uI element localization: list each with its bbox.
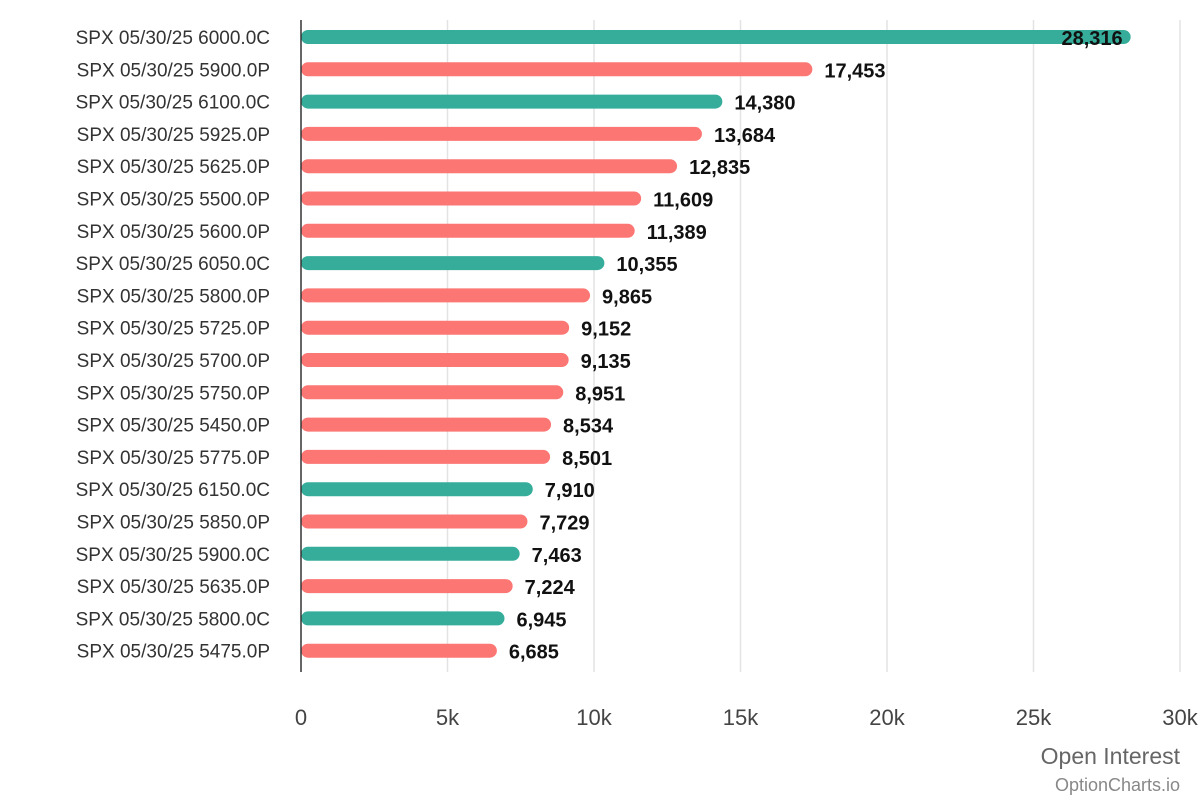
bar [301, 449, 551, 464]
bar [301, 191, 642, 206]
bar [301, 514, 528, 529]
category-label: SPX 05/30/25 6150.0C [76, 480, 270, 501]
x-tick-label: 15k [723, 705, 759, 730]
bar-value-label: 13,684 [714, 125, 776, 147]
bar-value-label: 9,152 [581, 319, 631, 341]
bar-value-label: 11,389 [647, 222, 707, 244]
bar-value-label: 8,534 [563, 416, 614, 438]
bar [301, 417, 552, 432]
category-label: SPX 05/30/25 5800.0C [76, 609, 270, 630]
bar [301, 223, 635, 238]
bar-value-label: 8,501 [562, 448, 612, 470]
bar-value-label: 7,463 [532, 545, 582, 567]
category-label: SPX 05/30/25 5800.0P [77, 286, 270, 307]
category-label: SPX 05/30/25 5500.0P [77, 190, 270, 211]
category-label: SPX 05/30/25 5450.0P [77, 416, 270, 437]
category-label-layer: SPX 05/30/25 6000.0C SPX 05/30/25 5900.0P… [76, 28, 270, 663]
bar-value-label: 11,609 [653, 190, 713, 212]
x-tick-label: 30k [1162, 705, 1198, 730]
category-label: SPX 05/30/25 6000.0C [76, 28, 270, 49]
bar-value-label: 7,224 [525, 577, 576, 599]
category-label: SPX 05/30/25 5925.0P [77, 125, 270, 146]
bar [301, 353, 569, 367]
x-axis-title: Open Interest [1041, 743, 1181, 769]
bar [301, 482, 533, 497]
x-tick-label: 20k [869, 705, 905, 730]
bar [301, 126, 702, 141]
value-label-layer: 28,316 17,453 14,380 13,684 12,835 11,609 11,3… [509, 28, 1123, 664]
category-label: SPX 05/30/25 5635.0P [77, 577, 270, 598]
bar [301, 320, 570, 335]
category-label: SPX 05/30/25 5625.0P [77, 157, 270, 178]
bar [301, 159, 678, 174]
bar-value-label: 14,380 [734, 93, 795, 115]
bar-value-label: 9,865 [602, 286, 652, 308]
x-tick-label: 10k [576, 705, 612, 730]
category-label: SPX 05/30/25 5700.0P [77, 351, 270, 372]
bar-value-label: 28,316 [1061, 28, 1122, 50]
bar-value-label: 10,355 [616, 254, 677, 276]
bar-value-label: 6,945 [516, 609, 566, 631]
category-label: SPX 05/30/25 5775.0P [77, 448, 270, 469]
source-credit: OptionCharts.io [1055, 775, 1180, 795]
category-label: SPX 05/30/25 5475.0P [77, 642, 270, 663]
category-label: SPX 05/30/25 5850.0P [77, 513, 270, 534]
bar-value-label: 17,453 [824, 60, 885, 82]
category-label: SPX 05/30/25 5750.0P [77, 383, 270, 404]
bar-value-label: 8,951 [575, 383, 625, 405]
grid-layer [446, 20, 1181, 672]
x-tick-layer: 0 5k 10k 15k 20k 25k 30k [295, 705, 1199, 730]
bar-value-label: 9,135 [581, 351, 631, 373]
bar-value-label: 7,729 [539, 513, 589, 535]
bar-value-label: 7,910 [545, 480, 595, 502]
bar [301, 62, 813, 77]
category-label: SPX 05/30/25 5725.0P [77, 319, 270, 340]
x-tick-label: 25k [1016, 705, 1052, 730]
bar [301, 643, 497, 658]
x-tick-label: 5k [436, 705, 460, 730]
category-label: SPX 05/30/25 6050.0C [76, 254, 270, 275]
bar [301, 94, 723, 109]
bar [301, 579, 513, 594]
category-label: SPX 05/30/25 5600.0P [77, 222, 270, 243]
bar [301, 546, 520, 561]
bar [301, 611, 505, 626]
category-label: SPX 05/30/25 6100.0C [76, 93, 270, 114]
bar-layer [301, 30, 1131, 658]
bar [301, 30, 1131, 44]
x-tick-label: 0 [295, 705, 307, 730]
category-label: SPX 05/30/25 5900.0P [77, 60, 270, 81]
bar-value-label: 12,835 [689, 157, 750, 179]
bar-value-label: 6,685 [509, 642, 559, 664]
bar [301, 288, 591, 303]
category-label: SPX 05/30/25 5900.0C [76, 545, 270, 566]
bar [301, 385, 564, 400]
bar [301, 256, 605, 271]
